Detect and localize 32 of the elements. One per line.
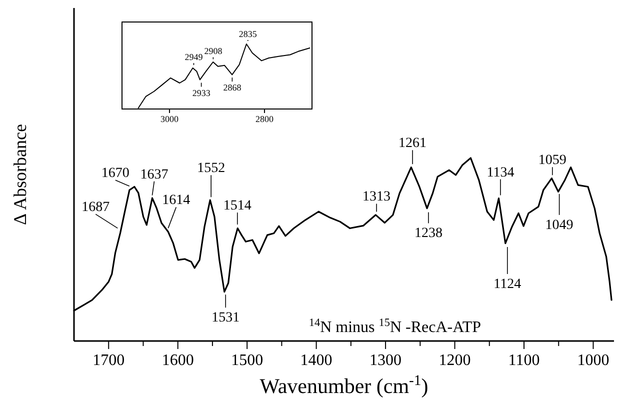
annotation: 2908 <box>204 46 223 56</box>
annotation: 1313 <box>362 190 391 205</box>
annotation: 1687 <box>82 200 110 216</box>
annotation: 1614 <box>162 193 190 208</box>
annotation: 1059 <box>538 153 566 168</box>
y-axis-title: Δ Absorbance <box>10 124 30 226</box>
annotation: 1124 <box>494 277 522 292</box>
annotation: 1531 <box>212 310 240 326</box>
annotation: 2868 <box>223 82 242 93</box>
annotation: 1134 <box>486 165 514 180</box>
x-tick-label: 3000 <box>160 114 179 124</box>
annotation: 1261 <box>398 136 427 152</box>
x-tick-label: 2800 <box>256 114 274 124</box>
annotation: 1637 <box>140 167 168 182</box>
x-tick-label: 1400 <box>300 352 332 369</box>
annotation: 1552 <box>197 161 226 176</box>
x-tick-label: 1700 <box>92 352 125 369</box>
annotation: 1670 <box>101 166 130 182</box>
annotation: $^{14}$N minus $^{15}$N -RecA-ATP <box>308 317 482 336</box>
annotation: 1238 <box>414 226 442 242</box>
x-tick-label: 1000 <box>577 352 610 369</box>
annotation: 1049 <box>545 218 574 233</box>
x-tick-label: 1500 <box>231 352 264 369</box>
x-tick-label: 1600 <box>162 352 194 369</box>
x-tick-label: 1100 <box>508 352 540 369</box>
x-axis-title: Wavenumber (cm$^{-1}$) <box>260 373 428 398</box>
annotation: 2933 <box>192 88 211 98</box>
x-tick-label: 1200 <box>438 352 471 369</box>
x-tick-label: 1300 <box>370 352 402 369</box>
annotation: 2835 <box>238 29 258 39</box>
annotation: 1514 <box>223 198 252 214</box>
annotation: 2949 <box>184 52 204 62</box>
